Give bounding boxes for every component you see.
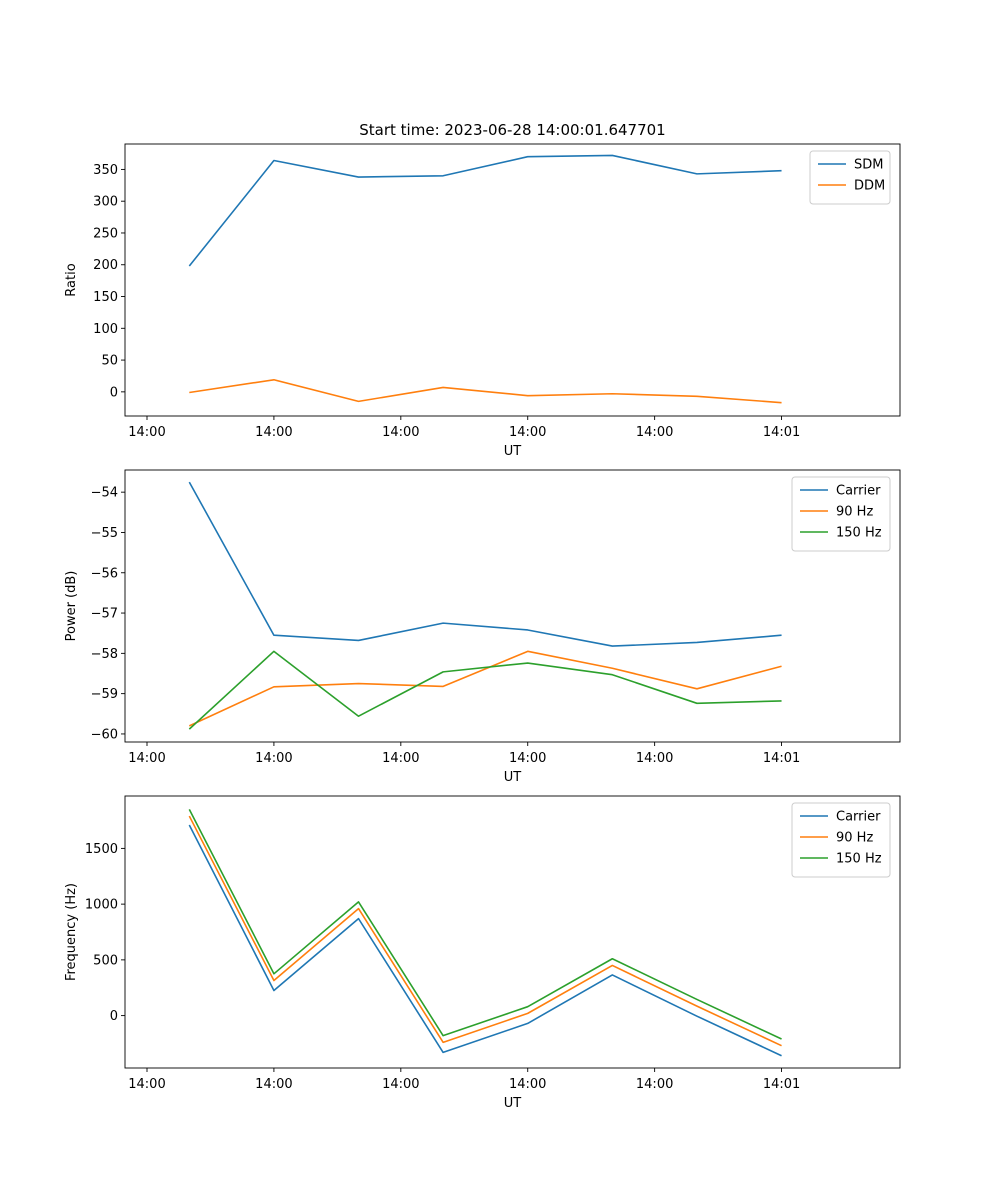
legend-label: 150 Hz — [836, 526, 882, 541]
series-line-carrier — [188, 481, 782, 647]
y-tick-label: 300 — [93, 195, 118, 210]
x-tick-label: 14:00 — [255, 1077, 292, 1092]
x-tick-label: 14:00 — [255, 425, 292, 440]
axes-frame — [124, 469, 901, 743]
y-tick-label: −55 — [91, 526, 118, 541]
legend: Carrier 90 Hz 150 Hz — [791, 476, 891, 552]
subplot-3: 0 500 1000 1500 14:00 14:00 14:00 14:00 14:00 14:… — [64, 795, 901, 1111]
y-tick-label: −56 — [91, 566, 118, 581]
x-tick-label: 14:00 — [128, 1077, 165, 1092]
y-tick-label: −57 — [91, 607, 118, 622]
x-tick-label: 14:01 — [763, 1077, 800, 1092]
legend-label: DDM — [854, 179, 885, 194]
series-line-90-hz — [188, 650, 782, 727]
legend: Carrier 90 Hz 150 Hz — [791, 802, 891, 878]
legend: SDM DDM — [809, 150, 891, 205]
y-tick-label: 350 — [93, 163, 118, 178]
series-line-90-hz — [188, 815, 782, 1047]
x-tick-label: 14:01 — [763, 425, 800, 440]
y-tick-label: −59 — [91, 687, 118, 702]
x-axis-label: UT — [504, 770, 522, 785]
axes-frame — [124, 795, 901, 1069]
x-tick-label: 14:00 — [509, 425, 546, 440]
series-line-150-hz — [188, 809, 782, 1040]
x-tick-label: 14:00 — [128, 751, 165, 766]
legend-label: 90 Hz — [836, 831, 873, 846]
legend-label: Carrier — [836, 484, 881, 499]
y-tick-label: 0 — [110, 1009, 118, 1024]
legend-label: Carrier — [836, 810, 881, 825]
x-tick-label: 14:00 — [382, 751, 419, 766]
x-tick-label: 14:00 — [636, 751, 673, 766]
y-tick-label: 1000 — [85, 898, 118, 913]
series-line-ddm — [189, 378, 782, 404]
y-tick-label: −58 — [91, 647, 118, 662]
subplot-2: −60 −59 −58 −57 −56 −55 −54 14:00 14:00 14:00 14:0… — [64, 469, 901, 785]
y-tick-label: 0 — [110, 385, 118, 400]
y-axis-label: Frequency (Hz) — [64, 883, 79, 981]
x-tick-label: 14:00 — [636, 1077, 673, 1092]
x-tick-label: 14:00 — [128, 425, 165, 440]
subplot-1: Start time: 2023-06-28 14:00:01.647701 0 5… — [64, 121, 901, 459]
legend-label: 150 Hz — [836, 852, 882, 867]
x-tick-label: 14:00 — [382, 425, 419, 440]
y-tick-label: 1500 — [85, 842, 118, 857]
y-tick-label: 50 — [101, 354, 118, 369]
legend-label: SDM — [854, 158, 883, 173]
x-axis-label: UT — [504, 444, 522, 459]
x-tick-label: 14:01 — [763, 751, 800, 766]
x-tick-label: 14:00 — [255, 751, 292, 766]
y-tick-label: 150 — [93, 290, 118, 305]
x-tick-label: 14:00 — [382, 1077, 419, 1092]
series-line-sdm — [188, 154, 782, 267]
series-line-150-hz — [188, 650, 782, 730]
y-tick-label: −54 — [91, 486, 118, 501]
y-axis-label: Ratio — [64, 263, 79, 296]
x-axis-label: UT — [504, 1096, 522, 1111]
y-tick-label: −60 — [91, 727, 118, 742]
y-tick-label: 100 — [93, 322, 118, 337]
x-tick-label: 14:00 — [509, 1077, 546, 1092]
y-tick-label: 250 — [93, 226, 118, 241]
series-line-carrier — [188, 824, 782, 1057]
y-axis-label: Power (dB) — [64, 571, 79, 642]
chart-title: Start time: 2023-06-28 14:00:01.647701 — [359, 121, 665, 139]
legend-label: 90 Hz — [836, 505, 873, 520]
x-tick-label: 14:00 — [636, 425, 673, 440]
y-tick-label: 200 — [93, 258, 118, 273]
axes-frame — [124, 143, 901, 417]
y-tick-label: 500 — [93, 953, 118, 968]
x-tick-label: 14:00 — [509, 751, 546, 766]
